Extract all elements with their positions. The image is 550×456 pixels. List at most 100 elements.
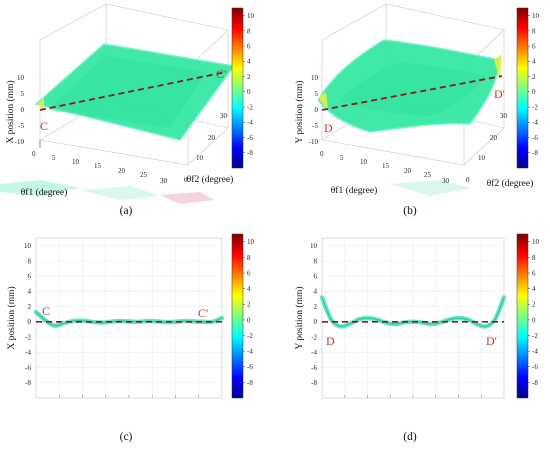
colorbar-tick-label: -2 xyxy=(532,332,538,340)
x-tick: 0 xyxy=(32,150,36,158)
colorbar-tick-label: -8 xyxy=(532,379,538,387)
panel-a-caption: (a) xyxy=(120,205,133,217)
y-tick: 30 xyxy=(220,112,228,120)
panel-d-start-label: D xyxy=(326,334,335,348)
y-tick: -2 xyxy=(311,333,317,341)
colorbar: 10 8 6 4 2 0 -2 -4 -6 -8 xyxy=(516,233,540,399)
colorbar-tick-label: -4 xyxy=(247,348,253,356)
y-tick: 0 xyxy=(28,318,32,326)
z-tick: -10 xyxy=(309,138,319,146)
colorbar-tick-label: 2 xyxy=(247,301,251,309)
colorbar-tick-label: 6 xyxy=(247,269,251,277)
y-tick: 6 xyxy=(28,272,32,280)
colorbar-tick-label: 2 xyxy=(247,73,251,81)
y-tick: -4 xyxy=(311,349,317,357)
panel-d-axes-box xyxy=(321,237,505,399)
z-tick: 10 xyxy=(311,74,319,82)
panel-b-z-ticks: 10 5 0 -5 -10 xyxy=(309,74,319,146)
y-tick: 6 xyxy=(314,272,318,280)
y-tick: 20 xyxy=(208,134,216,142)
y-tick: 30 xyxy=(500,112,508,120)
y-tick: -6 xyxy=(311,364,317,372)
panel-d-caption: (d) xyxy=(403,431,417,443)
panel-b-x-ticks: 0 5 10 15 20 25 30 xyxy=(320,150,450,185)
colorbar-tick-label: 0 xyxy=(247,316,251,324)
x-tick: 25 xyxy=(424,171,432,179)
panel-b-caption: (b) xyxy=(403,205,417,217)
y-tick: 2 xyxy=(28,303,32,311)
colorbar-tick-label: -2 xyxy=(247,332,253,340)
colorbar-tick-label: 6 xyxy=(532,269,536,277)
colorbar-tick-label: 4 xyxy=(532,58,536,66)
colorbar-tick-label: -6 xyxy=(247,134,253,142)
colorbar-tick-label: -4 xyxy=(532,348,538,356)
y-tick: -6 xyxy=(25,364,31,372)
colorbar-tick-label: 0 xyxy=(247,88,251,96)
colorbar-tick-label: 6 xyxy=(532,42,536,50)
panel-a-end-label: C' xyxy=(216,67,226,81)
panel-d-end-label: D' xyxy=(486,334,497,348)
panel-a-xlabel: θf1 (degree) xyxy=(21,187,67,198)
y-tick: -4 xyxy=(25,349,31,357)
x-tick: 10 xyxy=(72,158,80,166)
colorbar-tick-label: 2 xyxy=(532,301,536,309)
y-tick: 0 xyxy=(314,318,318,326)
colorbar-tick-label: -2 xyxy=(532,103,538,111)
colorbar-tick-label: 0 xyxy=(532,88,536,96)
y-tick: 0 xyxy=(184,176,188,184)
colorbar-tick-label: 10 xyxy=(532,238,540,246)
y-tick: 0 xyxy=(466,176,470,184)
panel-c-start-label: C xyxy=(42,304,50,318)
y-tick: 10 xyxy=(196,154,204,162)
colorbar-tick-label: 4 xyxy=(532,285,536,293)
colorbar-tick-label: 8 xyxy=(532,254,536,262)
y-tick: 2 xyxy=(314,303,318,311)
panel-b-start-label: D xyxy=(324,121,333,135)
colorbar-tick-label: -4 xyxy=(247,119,253,127)
colorbar-gradient xyxy=(231,7,244,169)
panel-a-x-ticks: 0 5 10 15 20 25 30 xyxy=(32,150,168,185)
colorbar-tick-label: -6 xyxy=(532,363,538,371)
colorbar-gradient xyxy=(231,233,244,399)
z-tick: 5 xyxy=(315,90,319,98)
colorbar-tick-label: -6 xyxy=(247,363,253,371)
y-tick: 8 xyxy=(314,257,318,265)
panel-a-start-label: C xyxy=(40,119,48,133)
z-tick: -10 xyxy=(15,138,25,146)
colorbar-tick-label: 2 xyxy=(532,73,536,81)
panel-b-xlabel: θf1 (degree) xyxy=(331,185,377,196)
z-tick: 10 xyxy=(17,74,25,82)
x-tick: 0 xyxy=(320,150,324,158)
z-tick: 0 xyxy=(315,106,319,114)
panel-b-ylabel: θf2 (degree) xyxy=(487,178,533,189)
panel-b-end-label: D' xyxy=(494,87,505,101)
colorbar-tick-label: 4 xyxy=(247,285,251,293)
x-tick: 20 xyxy=(404,167,412,175)
colorbar-tick-label: -6 xyxy=(532,134,538,142)
z-tick: 0 xyxy=(21,106,25,114)
colorbar-tick-label: 10 xyxy=(247,12,255,20)
y-tick: -8 xyxy=(311,379,317,387)
panel-d-ylabel: Y position (mm) xyxy=(294,287,305,350)
panel-a: 10 5 0 -5 -10 0 5 10 15 20 25 30 0 10 20… xyxy=(0,3,236,217)
panel-b-dashed-line xyxy=(321,75,503,111)
x-tick: 15 xyxy=(94,162,102,170)
panel-c-grid xyxy=(36,238,222,398)
x-tick: 5 xyxy=(340,154,344,162)
colorbar-tick-label: 4 xyxy=(247,58,251,66)
colorbar: 10 8 6 4 2 0 -2 -4 -6 -8 xyxy=(516,7,540,169)
colorbar-tick-label: 10 xyxy=(532,12,540,20)
y-tick: 10 xyxy=(310,242,318,250)
x-tick: 30 xyxy=(160,177,168,185)
panel-c-caption: (c) xyxy=(120,431,133,443)
colorbar-tick-label: -2 xyxy=(247,103,253,111)
y-tick: 20 xyxy=(490,134,498,142)
panel-c-y-ticks: 10 8 6 4 2 0 -2 -4 -6 -8 xyxy=(24,242,32,387)
y-tick: 4 xyxy=(28,288,32,296)
colorbar-tick-label: 8 xyxy=(247,27,251,35)
panel-a-surface-shadow xyxy=(0,180,214,204)
x-tick: 30 xyxy=(442,177,450,185)
x-tick: 10 xyxy=(360,158,368,166)
x-tick: 20 xyxy=(118,167,126,175)
y-tick: 4 xyxy=(314,288,318,296)
